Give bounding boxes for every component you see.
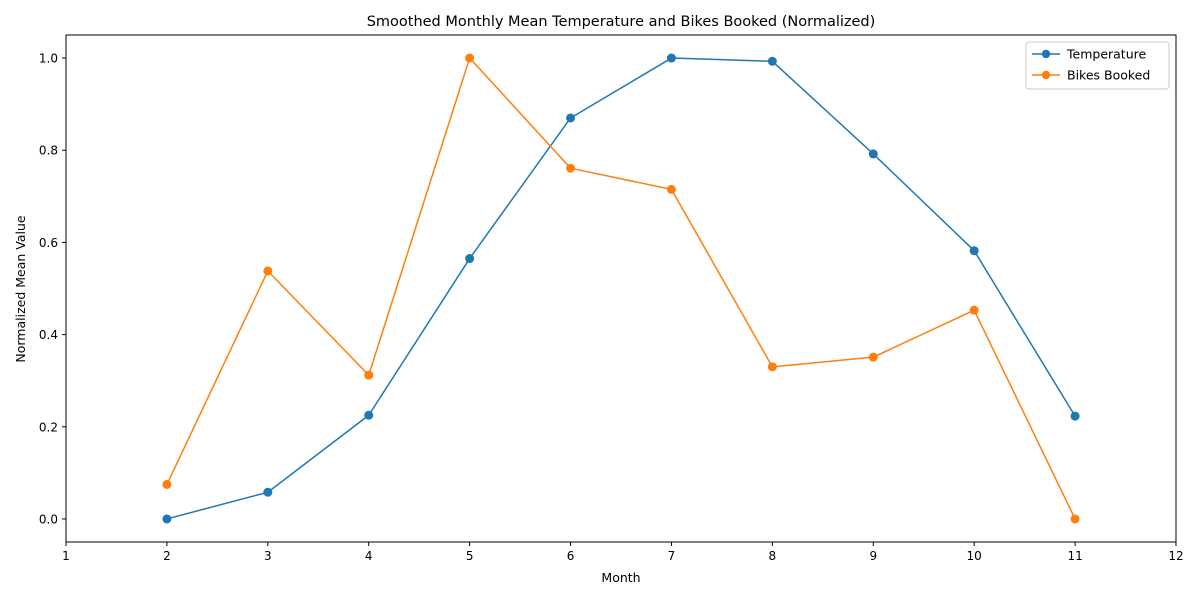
x-tick-label: 5 (466, 549, 474, 563)
data-point-temperature (162, 514, 172, 524)
series-line-temperature (166, 57, 1076, 520)
legend-marker-bikes-booked (1041, 70, 1051, 80)
x-tick-label: 1 (62, 549, 70, 563)
x-tick-label: 10 (967, 549, 982, 563)
y-tick-label: 0.4 (39, 328, 58, 342)
data-point-bikes-booked (162, 479, 172, 489)
chart-legend: Temperature Bikes Booked (1025, 41, 1170, 90)
chart-title: Smoothed Monthly Mean Temperature and Bi… (367, 14, 876, 30)
axis-ticks: 1 2 3 4 5 6 7 8 9 10 11 120.00.20.40.60.81.0 (39, 52, 1184, 563)
data-point-bikes-booked (666, 184, 676, 194)
data-point-temperature (767, 56, 777, 66)
data-point-bikes-booked (969, 305, 979, 315)
data-point-temperature (566, 113, 576, 123)
data-point-temperature (1070, 411, 1080, 421)
legend-label-temperature: Temperature (1066, 47, 1146, 62)
data-point-bikes-booked (868, 352, 878, 362)
legend-marker-temperature (1041, 49, 1051, 59)
data-point-bikes-booked (1070, 514, 1080, 524)
x-tick-label: 8 (769, 549, 777, 563)
data-point-temperature (263, 487, 273, 497)
x-tick-label: 12 (1168, 549, 1183, 563)
x-tick-label: 7 (668, 549, 676, 563)
y-tick-label: 0.8 (39, 144, 58, 158)
data-point-bikes-booked (263, 266, 273, 276)
x-tick-label: 6 (567, 549, 575, 563)
data-point-temperature (465, 254, 475, 264)
x-tick-label: 11 (1067, 549, 1082, 563)
x-tick-label: 9 (869, 549, 877, 563)
series-line-bikes-booked (166, 57, 1076, 520)
x-tick-label: 3 (264, 549, 272, 563)
y-tick-label: 0.0 (39, 512, 58, 526)
plot-area-frame (65, 34, 1177, 543)
legend-label-bikes-booked: Bikes Booked (1067, 68, 1150, 83)
y-tick-label: 0.2 (39, 420, 58, 434)
y-tick-label: 0.6 (39, 236, 58, 250)
data-point-temperature (666, 53, 676, 63)
x-tick-label: 2 (163, 549, 171, 563)
data-point-bikes-booked (566, 163, 576, 173)
legend-box (1025, 41, 1170, 90)
y-axis-label: Normalized Mean Value (13, 215, 28, 363)
series-layer (162, 53, 1080, 524)
series-temperature (162, 53, 1080, 524)
data-point-temperature (364, 410, 374, 420)
data-point-bikes-booked (767, 362, 777, 372)
x-tick-label: 4 (365, 549, 373, 563)
series-bikes-booked (162, 53, 1080, 524)
data-point-bikes-booked (465, 53, 475, 63)
y-tick-label: 1.0 (39, 52, 58, 66)
x-axis-label: Month (601, 570, 640, 585)
data-point-bikes-booked (364, 370, 374, 380)
data-point-temperature (868, 149, 878, 159)
data-point-temperature (969, 246, 979, 256)
